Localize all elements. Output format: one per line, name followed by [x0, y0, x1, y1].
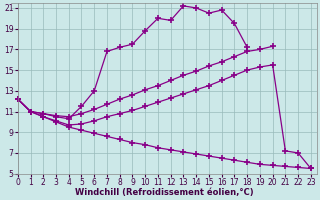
- X-axis label: Windchill (Refroidissement éolien,°C): Windchill (Refroidissement éolien,°C): [75, 188, 254, 197]
